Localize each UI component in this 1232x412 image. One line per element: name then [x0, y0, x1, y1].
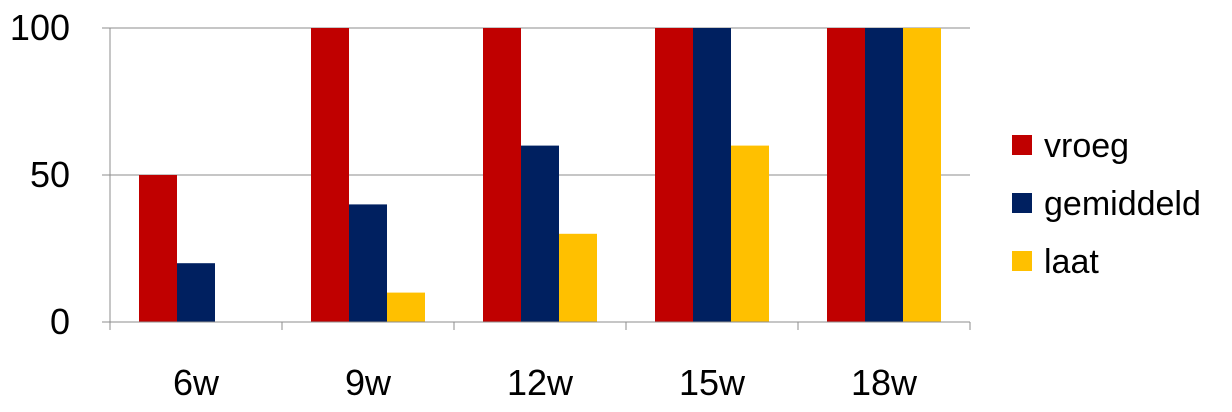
legend-swatch-laat [1012, 251, 1032, 271]
y-tick-label: 0 [50, 301, 70, 342]
bar-vroeg-12w [483, 28, 521, 322]
axes [102, 27, 971, 330]
x-tick-label: 6w [173, 362, 220, 403]
bar-gemiddeld-12w [521, 145, 559, 322]
bar-laat-12w [559, 233, 597, 322]
legend: vroeg gemiddeld laat [1012, 127, 1201, 281]
bar-vroeg-9w [311, 28, 349, 322]
bar-vroeg-15w [655, 28, 693, 322]
x-tick-label: 12w [507, 362, 574, 403]
legend-label-laat: laat [1044, 243, 1099, 281]
x-tick-label: 9w [345, 362, 392, 403]
x-tick-labels: 6w 9w 12w 15w 18w [173, 362, 918, 403]
bar-laat-9w [387, 292, 425, 322]
legend-label-vroeg: vroeg [1044, 127, 1129, 165]
x-tick-label: 15w [679, 362, 746, 403]
bar-gemiddeld-15w [693, 28, 731, 322]
y-tick-label: 50 [30, 154, 70, 195]
legend-swatch-vroeg [1012, 135, 1032, 155]
bar-vroeg-18w [827, 28, 865, 322]
legend-label-gemiddeld: gemiddeld [1044, 185, 1201, 223]
bars [139, 28, 941, 322]
bar-gemiddeld-18w [865, 28, 903, 322]
x-tick-label: 18w [851, 362, 918, 403]
bar-laat-15w [731, 145, 769, 322]
legend-swatch-gemiddeld [1012, 193, 1032, 213]
bar-laat-18w [903, 28, 941, 322]
bar-vroeg-6w [139, 175, 177, 322]
bar-gemiddeld-9w [349, 204, 387, 322]
y-tick-labels: 0 50 100 [10, 7, 70, 342]
y-tick-label: 100 [10, 7, 70, 48]
bar-gemiddeld-6w [177, 263, 215, 322]
